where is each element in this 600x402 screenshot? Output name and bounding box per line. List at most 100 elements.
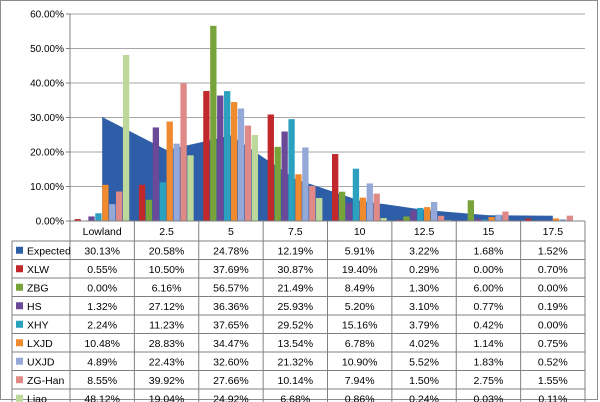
data-label: 3.79% [409, 319, 439, 331]
data-label: 8.55% [87, 375, 117, 387]
bar-xhy [224, 91, 231, 221]
bar-uxjd [559, 219, 567, 221]
series-name: XHY [27, 319, 49, 331]
data-label: 0.00% [538, 282, 568, 294]
bar-lxjd [230, 102, 238, 221]
series-name: ZBG [27, 282, 49, 294]
bar-xlw [203, 90, 210, 221]
series-name: XLW [27, 264, 49, 276]
bar-xlw [74, 219, 81, 221]
bar-zg-han [180, 83, 187, 221]
data-label: 27.66% [213, 375, 249, 387]
data-label: 8.49% [345, 282, 375, 294]
legend-key [16, 246, 23, 254]
data-label: 5.52% [409, 356, 439, 368]
bar-lxjd [424, 207, 431, 221]
category-label: 10 [354, 226, 366, 238]
data-label: 21.49% [278, 282, 314, 294]
bar-lxjd [552, 218, 560, 221]
bar-xhy [95, 213, 102, 221]
bar-xhy [417, 207, 424, 221]
bar-zg-han [309, 186, 316, 221]
data-label: 0.11% [538, 393, 567, 402]
bar-hs [345, 203, 353, 221]
data-label: 0.77% [474, 301, 504, 313]
data-label: 19.40% [342, 264, 378, 276]
bar-uxjd [173, 143, 180, 221]
bar-lxjd [359, 197, 367, 221]
data-label: 0.00% [474, 264, 504, 276]
data-label: 36.36% [213, 301, 249, 313]
bar-hs [474, 218, 481, 221]
data-label: 48.12% [84, 393, 120, 402]
bar-liao [316, 197, 323, 221]
category-label: Lowland [83, 226, 122, 238]
bar-uxjd [302, 147, 309, 221]
data-label: 7.94% [345, 375, 375, 387]
y-tick-label: 40.00% [30, 79, 64, 90]
data-label: 39.92% [149, 375, 185, 387]
bar-zbg [274, 146, 281, 221]
data-label: 24.78% [213, 245, 249, 257]
bar-zbg [403, 216, 410, 221]
data-label: 1.30% [409, 282, 439, 294]
bar-uxjd [430, 201, 438, 221]
data-label: 21.32% [278, 356, 314, 368]
series-name: UXJD [27, 356, 55, 368]
bar-zbg [467, 200, 474, 221]
y-tick-label: 50.00% [30, 44, 64, 55]
bar-liao [380, 218, 387, 221]
bar-uxjd [237, 108, 245, 221]
data-label: 28.83% [149, 338, 185, 350]
data-label: 4.02% [409, 338, 439, 350]
bar-uxjd [366, 183, 373, 221]
data-label: 37.65% [213, 319, 249, 331]
bar-xlw [267, 114, 274, 221]
data-label: 3.22% [409, 245, 439, 257]
data-label: 0.70% [538, 264, 568, 276]
data-label: 1.50% [409, 375, 439, 387]
data-label: 0.29% [409, 264, 439, 276]
data-label: 13.54% [278, 338, 314, 350]
data-label: 11.23% [149, 319, 184, 331]
data-label: 6.68% [280, 393, 310, 402]
data-label: 56.57% [213, 282, 249, 294]
data-label: 30.87% [278, 264, 314, 276]
data-label: 32.60% [213, 356, 249, 368]
data-label: 0.03% [474, 393, 504, 402]
bar-lxjd [102, 184, 109, 221]
bar-zg-han [502, 211, 509, 221]
bar-xlw [332, 154, 339, 221]
data-label: 24.92% [213, 393, 249, 402]
data-label: 0.42% [474, 319, 504, 331]
legend-key [16, 302, 23, 310]
bar-lxjd [488, 217, 495, 221]
data-label: 4.89% [87, 356, 117, 368]
data-label: 0.75% [538, 338, 568, 350]
data-label: 1.14% [474, 338, 504, 350]
data-label: 12.19% [278, 245, 314, 257]
category-label: 15 [483, 226, 495, 238]
bar-zbg [338, 191, 346, 221]
data-label: 34.47% [213, 338, 249, 350]
bar-uxjd [109, 204, 116, 221]
data-label: 37.69% [213, 264, 249, 276]
bar-xhy [288, 119, 295, 221]
bar-hs [410, 210, 417, 221]
y-tick-label: 30.00% [30, 113, 64, 124]
bar-xlw [525, 218, 532, 221]
legend-key [16, 339, 23, 347]
bar-liao [251, 135, 259, 221]
series-name: HS [27, 301, 42, 313]
data-label: 0.24% [409, 393, 439, 402]
bar-xlw [138, 184, 146, 221]
bar-hs [152, 127, 160, 221]
data-label: 19.04% [149, 393, 185, 402]
bar-hs [281, 131, 288, 221]
data-label: 3.10% [409, 301, 439, 313]
data-label: 27.12% [149, 301, 185, 313]
legend-key [16, 265, 23, 273]
data-label: 6.00% [474, 282, 504, 294]
data-label: 1.52% [538, 245, 568, 257]
